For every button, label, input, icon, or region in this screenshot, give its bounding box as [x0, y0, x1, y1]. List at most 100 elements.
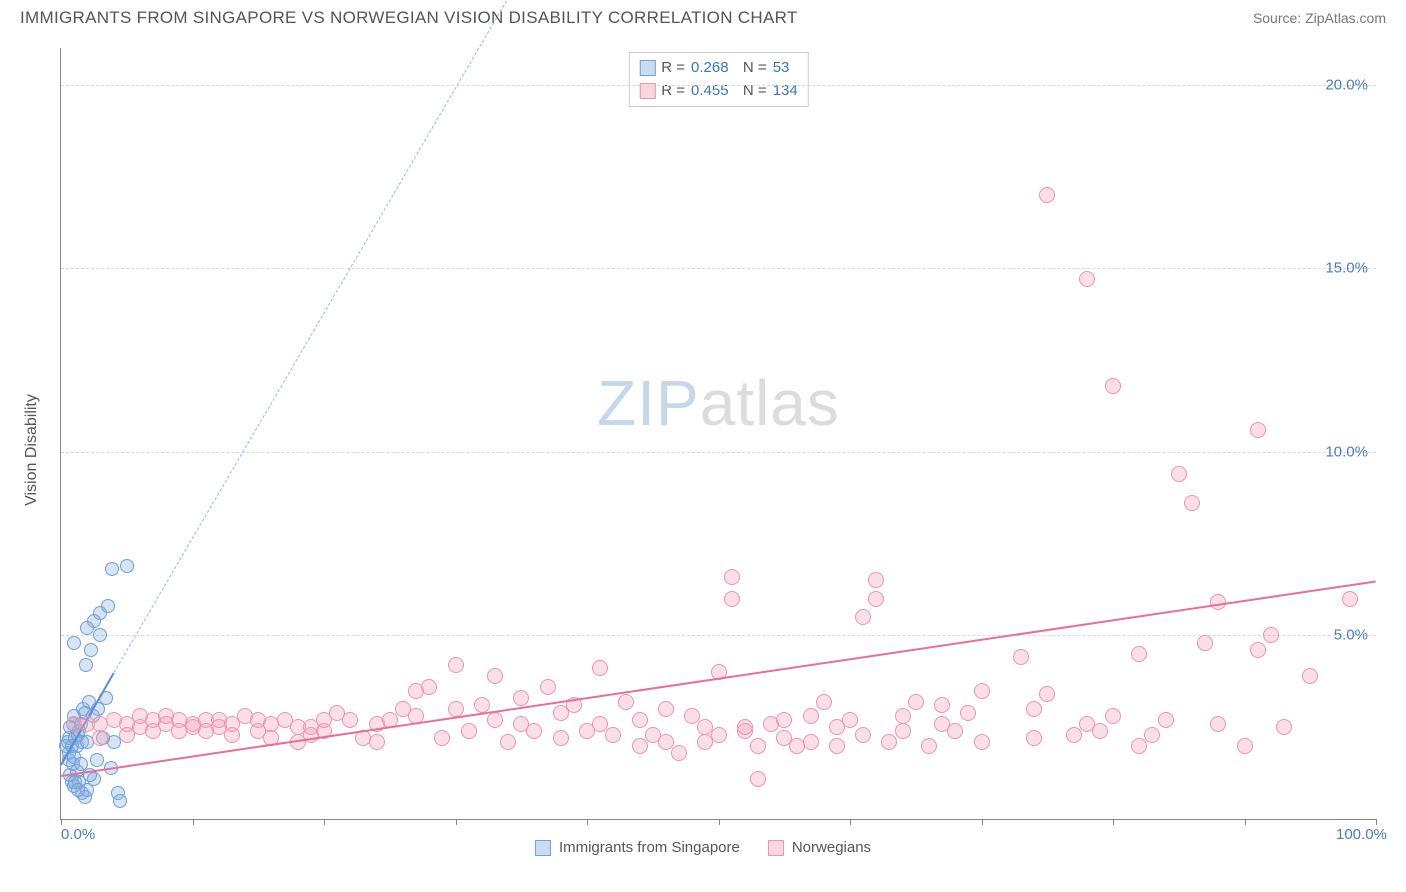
scatter-point [67, 636, 81, 650]
y-tick-label: 5.0% [1334, 627, 1368, 644]
scatter-point [500, 734, 516, 750]
scatter-point [119, 727, 135, 743]
scatter-point [92, 730, 108, 746]
scatter-point [93, 628, 107, 642]
scatter-point [1131, 738, 1147, 754]
y-axis-title: Vision Disability [23, 394, 41, 506]
scatter-point [868, 591, 884, 607]
scatter-point [448, 657, 464, 673]
scatter-point [421, 679, 437, 695]
scatter-point [1013, 649, 1029, 665]
scatter-point [605, 727, 621, 743]
scatter-point [724, 569, 740, 585]
scatter-point [80, 621, 94, 635]
n-label: N = [735, 80, 767, 103]
scatter-point [671, 745, 687, 761]
x-tick [456, 819, 457, 825]
scatter-point [369, 734, 385, 750]
scatter-point [921, 738, 937, 754]
grid-line [61, 268, 1376, 269]
scatter-point [113, 794, 127, 808]
legend-item-blue: Immigrants from Singapore [535, 839, 740, 856]
legend-row-blue: R = 0.268 N = 53 [639, 57, 797, 80]
scatter-point [1105, 378, 1121, 394]
x-tick [61, 819, 62, 825]
scatter-point [303, 719, 319, 735]
scatter-point [1092, 723, 1108, 739]
legend-label-pink: Norwegians [792, 839, 871, 856]
scatter-point [487, 668, 503, 684]
scatter-point [224, 727, 240, 743]
scatter-point [342, 712, 358, 728]
scatter-point [829, 738, 845, 754]
n-value-pink: 134 [773, 80, 798, 103]
scatter-point [618, 694, 634, 710]
scatter-point [1039, 686, 1055, 702]
scatter-point [750, 771, 766, 787]
y-tick-label: 10.0% [1325, 443, 1368, 460]
grid-line [61, 635, 1376, 636]
scatter-point [145, 723, 161, 739]
correlation-legend: R = 0.268 N = 53 R = 0.455 N = 134 [628, 52, 808, 107]
scatter-point [434, 730, 450, 746]
scatter-point [960, 705, 976, 721]
r-value-pink: 0.455 [691, 80, 729, 103]
x-tick-label: 100.0% [1336, 826, 1387, 843]
r-value-blue: 0.268 [691, 57, 729, 80]
chart-container: Vision Disability ZIPatlas R = 0.268 N =… [20, 40, 1386, 860]
scatter-point [724, 591, 740, 607]
scatter-point [947, 723, 963, 739]
legend-row-pink: R = 0.455 N = 134 [639, 80, 797, 103]
scatter-point [1302, 668, 1318, 684]
scatter-point [895, 723, 911, 739]
x-tick [324, 819, 325, 825]
x-tick [719, 819, 720, 825]
trend-line [61, 580, 1376, 777]
scatter-point [540, 679, 556, 695]
scatter-point [1263, 627, 1279, 643]
trend-line [113, 0, 522, 673]
scatter-point [803, 708, 819, 724]
scatter-point [1184, 495, 1200, 511]
legend-item-pink: Norwegians [768, 839, 871, 856]
scatter-point [1144, 727, 1160, 743]
series-legend: Immigrants from Singapore Norwegians [535, 839, 871, 856]
scatter-point [658, 701, 674, 717]
scatter-point [448, 701, 464, 717]
scatter-point [84, 643, 98, 657]
scatter-point [1237, 738, 1253, 754]
scatter-point [1026, 730, 1042, 746]
scatter-point [1210, 716, 1226, 732]
n-value-blue: 53 [773, 57, 790, 80]
scatter-point [1250, 422, 1266, 438]
grid-line [61, 85, 1376, 86]
x-tick [982, 819, 983, 825]
x-tick [850, 819, 851, 825]
scatter-point [513, 690, 529, 706]
scatter-point [974, 734, 990, 750]
scatter-point [1250, 642, 1266, 658]
scatter-point [1066, 727, 1082, 743]
scatter-point [79, 658, 93, 672]
x-tick-label: 0.0% [61, 826, 95, 843]
scatter-point [71, 783, 85, 797]
watermark-zip: ZIP [597, 367, 700, 439]
scatter-point [526, 723, 542, 739]
x-tick [1245, 819, 1246, 825]
x-tick [1376, 819, 1377, 825]
watermark: ZIPatlas [597, 366, 840, 440]
scatter-point [1276, 719, 1292, 735]
scatter-point [908, 694, 924, 710]
y-tick-label: 15.0% [1325, 260, 1368, 277]
swatch-pink-icon [768, 840, 784, 856]
swatch-blue-icon [535, 840, 551, 856]
watermark-atlas: atlas [700, 367, 840, 439]
scatter-point [737, 719, 753, 735]
scatter-point [487, 712, 503, 728]
r-label: R = [661, 80, 685, 103]
scatter-point [592, 660, 608, 676]
scatter-point [632, 712, 648, 728]
scatter-point [1171, 466, 1187, 482]
legend-label-blue: Immigrants from Singapore [559, 839, 740, 856]
scatter-point [101, 599, 115, 613]
